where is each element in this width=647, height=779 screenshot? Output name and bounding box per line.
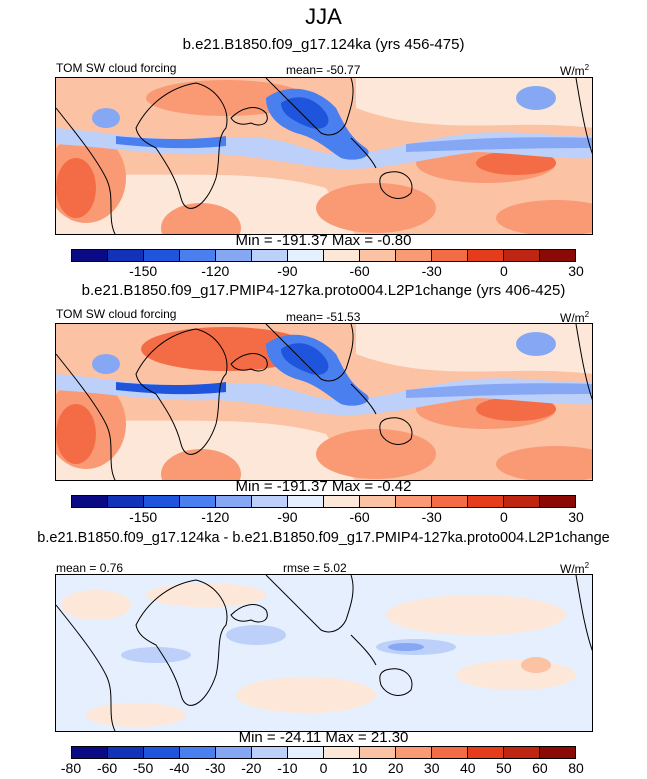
colorbar-swatch bbox=[288, 250, 324, 261]
colorbar-tick-label: -120 bbox=[201, 263, 230, 279]
colorbar-tick-label: -10 bbox=[277, 760, 298, 776]
panel2-case-title: b.e21.B1850.f09_g17.PMIP4-127ka.proto004… bbox=[81, 282, 566, 299]
panel3-case-title: b.e21.B1850.f09_g17.124ka - b.e21.B1850.… bbox=[37, 530, 610, 546]
panel2-minmax: Min = -191.37 Max = -0.42 bbox=[235, 478, 412, 495]
panel2-map bbox=[55, 323, 593, 481]
colorbar-swatch bbox=[180, 747, 216, 758]
colorbar-swatch bbox=[504, 496, 540, 507]
colorbar-tick-label: -30 bbox=[205, 760, 226, 776]
panel2-units-label: W/m2 bbox=[560, 310, 590, 325]
panel3-colorbar-ticks: -80 -60 -50 -40 -30 -20 -10 0 10 20 30 40 50 60 80 bbox=[61, 760, 584, 778]
colorbar-swatch bbox=[432, 496, 468, 507]
panel2-colorbar-ticks: -150 -120 -90 -60 -30 0 30 bbox=[71, 509, 584, 527]
colorbar-swatch bbox=[180, 250, 216, 261]
colorbar-tick-label: 30 bbox=[568, 263, 584, 279]
colorbar-tick-label: 10 bbox=[351, 760, 368, 776]
colorbar-tick-label: -150 bbox=[129, 263, 158, 279]
colorbar-swatch bbox=[504, 250, 540, 261]
colorbar-swatch bbox=[504, 747, 540, 758]
colorbar-swatch bbox=[216, 747, 252, 758]
colorbar-swatch bbox=[108, 250, 144, 261]
colorbar-tick-label: -120 bbox=[201, 509, 230, 525]
colorbar-swatch bbox=[72, 496, 108, 507]
panel3-rmse-label: rmse = 5.02 bbox=[283, 561, 347, 575]
colorbar-tick-label: -30 bbox=[421, 263, 442, 279]
colorbar-tick-label: 40 bbox=[459, 760, 476, 776]
colorbar-tick-label: -40 bbox=[169, 760, 190, 776]
colorbar-swatch bbox=[324, 747, 360, 758]
panel1-map bbox=[55, 77, 593, 235]
panel1-units-label: W/m2 bbox=[560, 63, 590, 78]
colorbar-swatch bbox=[360, 496, 396, 507]
panel3-units-label: W/m2 bbox=[560, 561, 590, 576]
colorbar-tick-label: -60 bbox=[349, 263, 370, 279]
colorbar-tick-label: 0 bbox=[499, 263, 508, 279]
colorbar-swatch bbox=[144, 747, 180, 758]
colorbar-tick-label: -90 bbox=[277, 509, 298, 525]
colorbar-tick-label: -80 bbox=[60, 760, 82, 776]
colorbar-swatch bbox=[360, 250, 396, 261]
colorbar-swatch bbox=[396, 747, 432, 758]
colorbar-tick-label: 50 bbox=[496, 760, 512, 776]
colorbar-tick-label: 20 bbox=[387, 760, 404, 776]
colorbar-tick-label: -30 bbox=[421, 509, 442, 525]
colorbar-swatch bbox=[360, 747, 396, 758]
colorbar-tick-label: 80 bbox=[568, 760, 584, 776]
panel3-map bbox=[55, 574, 593, 732]
colorbar-swatch bbox=[468, 496, 504, 507]
colorbar-swatch bbox=[252, 747, 288, 758]
season-title: JJA bbox=[305, 4, 342, 29]
colorbar-swatch bbox=[144, 496, 180, 507]
colorbar-tick-label: -60 bbox=[96, 760, 118, 776]
colorbar-swatch bbox=[324, 496, 360, 507]
colorbar-swatch bbox=[540, 496, 575, 507]
colorbar-swatch bbox=[468, 747, 504, 758]
colorbar-swatch bbox=[252, 250, 288, 261]
colorbar-swatch bbox=[324, 250, 360, 261]
panel1-variable-label: TOM SW cloud forcing bbox=[56, 61, 177, 75]
colorbar-tick-label: 0 bbox=[319, 760, 328, 776]
colorbar-tick-label: -150 bbox=[129, 509, 158, 525]
colorbar-tick-label: -90 bbox=[277, 263, 298, 279]
colorbar-swatch bbox=[216, 250, 252, 261]
colorbar-swatch bbox=[108, 496, 144, 507]
colorbar-swatch bbox=[144, 250, 180, 261]
panel3-colorbar bbox=[71, 746, 576, 759]
panel2-variable-label: TOM SW cloud forcing bbox=[56, 307, 177, 321]
panel1-colorbar-ticks: -150 -120 -90 -60 -30 0 30 bbox=[71, 263, 584, 281]
panel2-colorbar bbox=[71, 495, 576, 508]
colorbar-tick-label: 60 bbox=[532, 760, 548, 776]
panel3-mean-label: mean = 0.76 bbox=[56, 561, 124, 575]
colorbar-swatch bbox=[540, 747, 575, 758]
panel1-minmax: Min = -191.37 Max = -0.80 bbox=[235, 232, 412, 249]
colorbar-swatch bbox=[108, 747, 144, 758]
colorbar-tick-label: 30 bbox=[568, 509, 584, 525]
colorbar-swatch bbox=[216, 496, 252, 507]
colorbar-tick-label: -20 bbox=[241, 760, 262, 776]
colorbar-swatch bbox=[432, 747, 468, 758]
colorbar-tick-label: -50 bbox=[133, 760, 154, 776]
colorbar-swatch bbox=[288, 496, 324, 507]
colorbar-tick-label: -60 bbox=[349, 509, 370, 525]
panel2-mean-label: mean= -51.53 bbox=[286, 310, 361, 324]
colorbar-swatch bbox=[252, 496, 288, 507]
colorbar-tick-label: 30 bbox=[423, 760, 440, 776]
colorbar-swatch bbox=[396, 250, 432, 261]
colorbar-swatch bbox=[288, 747, 324, 758]
colorbar-swatch bbox=[396, 496, 432, 507]
colorbar-swatch bbox=[432, 250, 468, 261]
panel1-case-title: b.e21.B1850.f09_g17.124ka (yrs 456-475) bbox=[182, 36, 465, 53]
colorbar-swatch bbox=[540, 250, 575, 261]
colorbar-tick-label: 0 bbox=[499, 509, 508, 525]
panel1-mean-label: mean= -50.77 bbox=[286, 63, 361, 77]
panel3-minmax: Min = -24.11 Max = 21.30 bbox=[238, 729, 409, 746]
colorbar-swatch bbox=[72, 250, 108, 261]
colorbar-swatch bbox=[72, 747, 108, 758]
colorbar-swatch bbox=[180, 496, 216, 507]
panel1-colorbar bbox=[71, 249, 576, 262]
colorbar-swatch bbox=[468, 250, 504, 261]
